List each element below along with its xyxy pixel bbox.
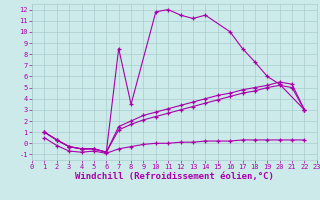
X-axis label: Windchill (Refroidissement éolien,°C): Windchill (Refroidissement éolien,°C) xyxy=(75,172,274,181)
